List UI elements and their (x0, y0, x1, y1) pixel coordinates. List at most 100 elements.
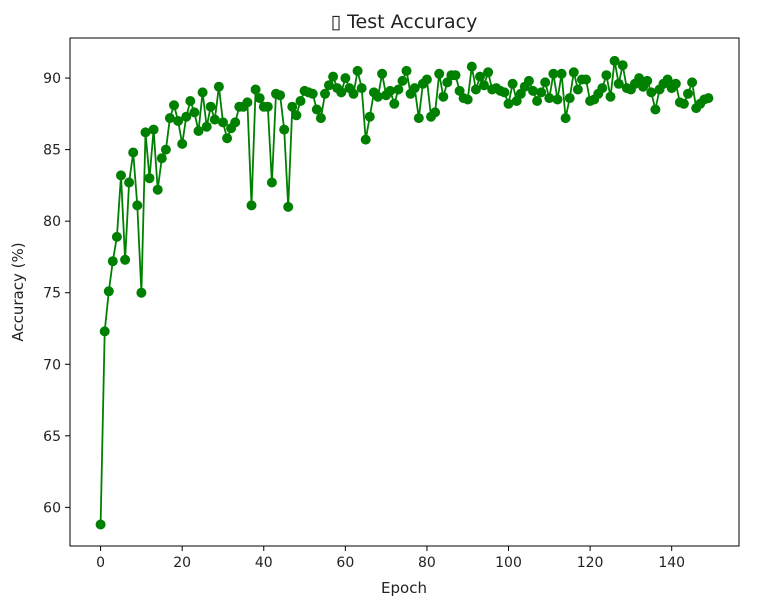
data-point (678, 98, 689, 109)
data-point (552, 94, 563, 105)
x-tick-label: 140 (658, 555, 685, 571)
data-point (377, 68, 388, 79)
y-tick-label: 85 (43, 143, 61, 159)
x-tick-label: 0 (96, 555, 105, 571)
x-tick-label: 60 (336, 555, 354, 571)
data-point (536, 87, 547, 98)
data-point (291, 110, 302, 121)
data-point (646, 87, 657, 98)
data-point (393, 84, 404, 95)
data-point (609, 55, 620, 66)
data-point (128, 147, 139, 158)
y-axis-ticks: 60 65 70 75 80 85 90 (43, 71, 70, 516)
data-point (556, 68, 567, 79)
data-point (434, 68, 445, 79)
plot-frame (69, 37, 740, 547)
data-point (540, 77, 551, 88)
data-point (450, 70, 461, 81)
data-point (597, 83, 608, 94)
data-point (683, 88, 693, 99)
data-point (287, 101, 298, 112)
data-point (254, 93, 265, 104)
data-point (340, 73, 351, 84)
data-point (409, 83, 420, 94)
data-point (156, 153, 167, 164)
y-tick-label: 90 (43, 71, 61, 87)
data-point (320, 88, 330, 99)
data-point (173, 116, 184, 126)
chart-title: ▯ Test Accuracy (331, 11, 478, 33)
data-point (262, 101, 273, 112)
data-point (177, 138, 188, 149)
data-point (152, 184, 163, 195)
data-point (373, 91, 383, 102)
data-point (230, 117, 241, 128)
y-tick-label: 75 (43, 286, 61, 302)
data-point (209, 114, 220, 125)
x-axis-label: Epoch (381, 579, 427, 597)
data-point (503, 98, 514, 109)
data-point (687, 77, 698, 88)
data-point (120, 254, 131, 265)
data-point (132, 200, 143, 211)
y-axis-label: Accuracy (%) (9, 242, 27, 341)
series-line (99, 60, 709, 525)
data-point (205, 101, 216, 112)
data-point (581, 74, 591, 85)
data-point (438, 91, 449, 102)
data-point (613, 78, 624, 89)
data-point (462, 94, 473, 105)
y-tick-label: 65 (43, 429, 61, 445)
data-point (169, 100, 179, 111)
data-point (107, 256, 118, 267)
data-point (324, 80, 334, 91)
data-point (470, 84, 481, 95)
data-point (336, 87, 347, 98)
data-point (523, 75, 534, 86)
data-point (475, 71, 485, 82)
accuracy-points (95, 55, 714, 530)
x-tick-label: 80 (418, 555, 436, 571)
data-point (213, 81, 224, 92)
data-point (275, 90, 286, 101)
data-point (193, 126, 204, 136)
data-point (650, 104, 661, 115)
data-point (560, 113, 571, 124)
data-point (507, 78, 518, 89)
data-point (670, 78, 681, 89)
data-point (479, 80, 489, 91)
data-point (246, 200, 257, 211)
data-point (136, 287, 147, 298)
data-point (144, 173, 155, 184)
x-tick-label: 100 (495, 555, 522, 571)
data-point (99, 326, 110, 337)
data-point (385, 85, 396, 96)
data-point (181, 111, 192, 122)
data-point (116, 170, 126, 181)
data-point (185, 96, 196, 106)
data-point (279, 124, 290, 135)
data-point (568, 67, 579, 78)
data-point (283, 201, 294, 212)
data-point (617, 60, 628, 71)
data-point (466, 61, 477, 72)
x-tick-label: 120 (577, 555, 604, 571)
data-point (266, 177, 277, 188)
data-point (242, 97, 253, 108)
accuracy-series (99, 60, 709, 525)
data-point (528, 85, 538, 96)
data-point (364, 111, 375, 122)
data-point (250, 84, 261, 95)
data-point (103, 286, 114, 297)
x-tick-label: 20 (173, 555, 191, 571)
data-point (662, 74, 673, 85)
data-point (328, 71, 339, 82)
data-point (605, 91, 616, 102)
data-point (401, 65, 412, 76)
data-point (499, 87, 510, 98)
x-axis-ticks: 0 20 40 60 80 100 120 140 (96, 546, 685, 571)
data-point (421, 74, 432, 85)
data-point (95, 519, 106, 530)
data-point (311, 104, 322, 115)
